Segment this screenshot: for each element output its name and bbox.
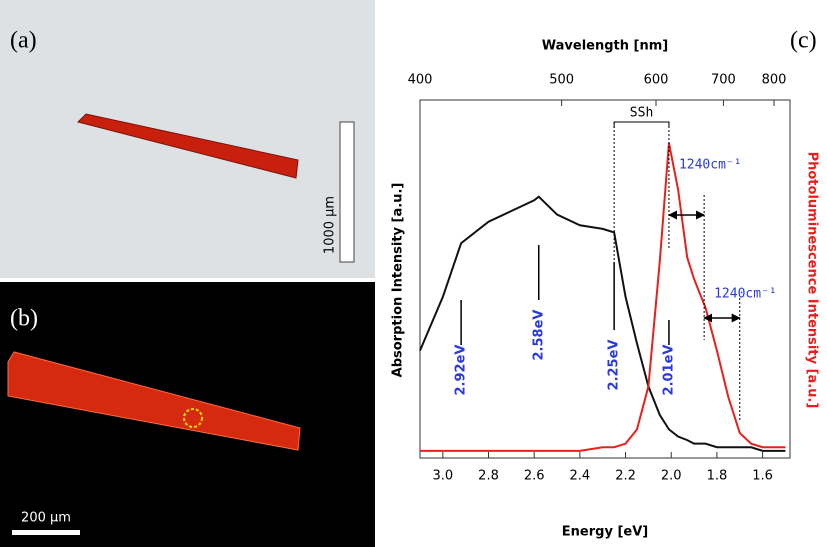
- x-tick-label: 1.8: [707, 469, 728, 484]
- measurement-spot: [183, 408, 203, 428]
- panel-label: (a): [10, 28, 37, 54]
- panel-label: (c): [790, 28, 817, 54]
- x-tick-label: 2.6: [524, 469, 545, 484]
- x-tick-label: 2.4: [570, 469, 591, 484]
- scale-bar: [339, 121, 355, 263]
- energy-label: 2.92eV: [454, 345, 469, 396]
- x2-tick-label: 500: [549, 73, 574, 88]
- energy-label: 2.58eV: [531, 310, 546, 361]
- x2-tick-label: 800: [762, 73, 787, 88]
- bracket: [613, 121, 670, 128]
- scale-bar: [12, 530, 80, 535]
- gap-label: 1240cm⁻¹: [679, 158, 742, 173]
- x2-tick-label: 400: [408, 73, 433, 88]
- scale-bar-label: 200 μm: [21, 511, 71, 526]
- scale-bar-label: 1000 μm: [323, 196, 338, 254]
- energy-label: 2.25eV: [607, 340, 622, 391]
- x-tick-label: 2.8: [478, 469, 499, 484]
- plot-frame: [419, 99, 791, 459]
- energy-label: 2.01eV: [661, 345, 676, 396]
- crystal-rod: [7, 351, 301, 451]
- panel-label: (b): [10, 306, 38, 332]
- x2-tick-label: 600: [644, 73, 669, 88]
- gap-label: 1240cm⁻¹: [714, 287, 777, 302]
- x-tick-label: 2.2: [615, 469, 636, 484]
- x2-axis-title: Wavelength [nm]: [542, 39, 668, 54]
- series-line: [420, 142, 786, 452]
- y-axis-title: Absorption Intensity [a.u.]: [391, 183, 406, 378]
- x-tick-label: 2.0: [661, 469, 682, 484]
- y2-axis-title: Photoluminescence Intensity [a.u.]: [805, 152, 820, 409]
- crystal-rod: [77, 113, 299, 179]
- x-tick-label: 1.6: [752, 469, 773, 484]
- x-tick-label: 3.0: [432, 469, 453, 484]
- series-line: [419, 195, 786, 452]
- x2-tick-label: 700: [711, 73, 736, 88]
- x-axis-title: Energy [eV]: [562, 525, 648, 540]
- bracket-label: SSh: [630, 106, 653, 121]
